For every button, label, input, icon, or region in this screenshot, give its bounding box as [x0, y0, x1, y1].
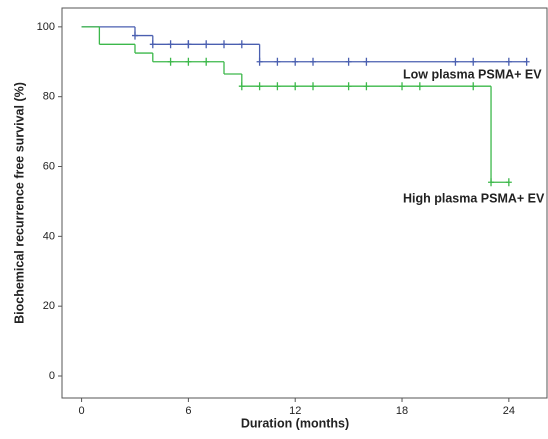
y-tick-label: 80 [43, 91, 55, 103]
censor-mark [345, 82, 352, 91]
x-tick-label: 12 [289, 405, 301, 417]
plot-frame [61, 7, 548, 399]
censor-mark [203, 40, 210, 49]
y-axis-title: Biochemical recurrence free survival (%) [12, 82, 26, 324]
censor-mark [470, 57, 477, 66]
censor-mark [274, 57, 281, 66]
y-tick-label: 20 [43, 300, 55, 312]
censor-mark [203, 57, 210, 66]
x-tick-label: 0 [79, 405, 85, 417]
censor-mark [131, 31, 138, 40]
censor-mark [167, 57, 174, 66]
censor-mark [363, 57, 370, 66]
censor-mark [416, 82, 423, 91]
series-label: Low plasma PSMA+ EV [403, 67, 542, 81]
censor-mark [256, 57, 263, 66]
censor-mark [185, 57, 192, 66]
censor-mark [292, 82, 299, 91]
censor-mark [238, 82, 245, 91]
censor-mark [292, 57, 299, 66]
censor-mark [505, 57, 512, 66]
censor-mark [505, 178, 512, 187]
censor-mark [399, 82, 406, 91]
y-tick-label: 40 [43, 230, 55, 242]
censor-mark [274, 82, 281, 91]
censor-mark [185, 40, 192, 49]
y-tick-label: 100 [37, 21, 55, 33]
censor-mark [221, 40, 227, 49]
censor-mark [523, 57, 530, 66]
x-tick-label: 6 [185, 405, 191, 417]
y-tick-label: 0 [49, 370, 55, 382]
x-tick-label: 18 [396, 405, 408, 417]
censor-mark [149, 40, 156, 49]
x-axis-title: Duration (months) [241, 416, 349, 430]
censor-mark [363, 82, 370, 91]
censor-mark [488, 178, 495, 187]
x-tick-label: 24 [503, 405, 515, 417]
series-label: High plasma PSMA+ EV [403, 191, 545, 205]
y-tick-label: 60 [43, 160, 55, 172]
censor-mark [167, 40, 174, 49]
censor-mark [345, 57, 352, 66]
censor-mark [452, 57, 459, 66]
censor-mark [310, 82, 317, 91]
censor-mark [256, 82, 263, 91]
censor-mark [470, 82, 477, 91]
censor-mark [238, 40, 245, 49]
censor-mark [310, 57, 317, 66]
